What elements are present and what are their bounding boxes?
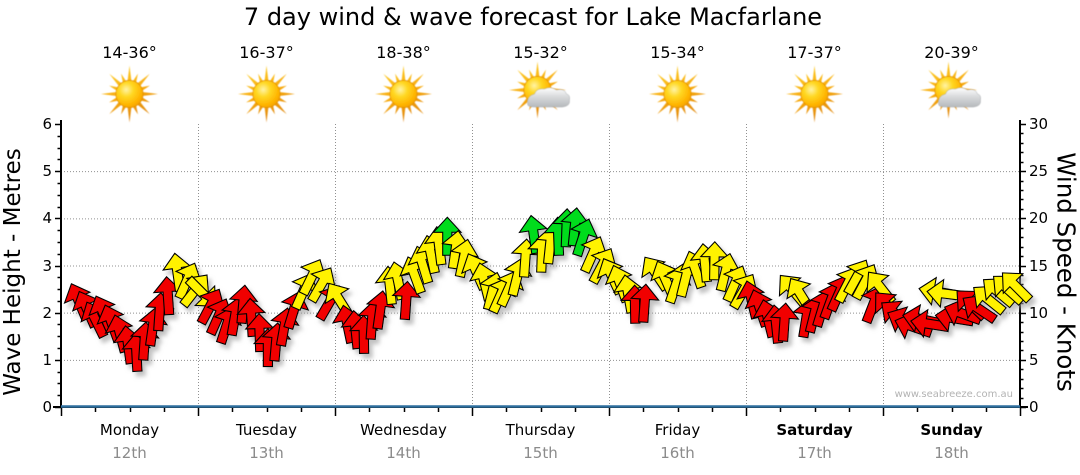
wind-arrow xyxy=(518,214,549,255)
wind-arrow xyxy=(769,302,800,342)
day-name: Monday xyxy=(99,421,160,439)
weather-icon-sunny xyxy=(649,66,706,123)
weather-icon-partly-cloudy xyxy=(920,62,981,119)
right-axis-tick-label: 30 xyxy=(1029,115,1049,133)
left-axis-tick-label: 4 xyxy=(42,209,52,228)
wind-arrow xyxy=(228,284,259,325)
day-name: Saturday xyxy=(776,421,853,439)
day-date: 16th xyxy=(660,444,695,462)
left-axis-tick-label: 5 xyxy=(42,162,52,181)
right-axis-title: Wind Speed - Knots xyxy=(1051,152,1080,392)
wind-arrow xyxy=(236,297,267,338)
axis-ticks xyxy=(55,123,1026,416)
weather-icon-sunny xyxy=(238,66,295,123)
day-date: 18th xyxy=(934,444,969,462)
temperature-range: 15-32° xyxy=(513,43,568,62)
right-axis-tick-label: 5 xyxy=(1029,350,1039,369)
right-axis-tick-label: 0 xyxy=(1029,398,1039,416)
wind-arrow xyxy=(1001,272,1034,304)
right-axis-tick-label: 15 xyxy=(1029,256,1049,275)
day-date: 14th xyxy=(386,444,421,462)
weather-icon-sunny xyxy=(375,66,432,123)
temperature-range: 15-34° xyxy=(650,43,705,62)
day-name: Sunday xyxy=(920,421,983,439)
left-axis-tick-label: 6 xyxy=(42,115,52,133)
day-date: 12th xyxy=(112,444,147,462)
weather-icon-partly-cloudy xyxy=(509,62,570,119)
left-axis-title: Wave Height - Metres xyxy=(0,148,26,396)
day-date: 13th xyxy=(249,444,284,462)
wind-arrows-layer xyxy=(63,207,1034,373)
wind-arrow xyxy=(569,218,599,258)
temperature-range: 20-39° xyxy=(924,43,979,62)
weather-icon-sunny xyxy=(786,66,843,123)
wind-arrow xyxy=(449,238,480,279)
right-axis-tick-label: 10 xyxy=(1029,303,1049,322)
right-axis-tick-label: 25 xyxy=(1029,162,1049,181)
wind-arrow xyxy=(629,283,660,324)
temperature-range: 18-38° xyxy=(376,43,431,62)
temperature-range: 17-37° xyxy=(787,43,842,62)
day-name: Tuesday xyxy=(235,421,298,439)
watermark: www.seabreeze.com.au xyxy=(894,389,1013,400)
temperature-range: 16-37° xyxy=(239,43,294,62)
weather-icon-sunny xyxy=(101,66,158,123)
left-axis-tick-label: 1 xyxy=(42,350,52,369)
left-axis-tick-label: 2 xyxy=(42,303,52,322)
right-axis-tick-label: 20 xyxy=(1029,209,1049,228)
wind-arrow xyxy=(391,280,422,321)
day-date: 17th xyxy=(797,444,832,462)
chart-title: 7 day wind & wave forecast for Lake Macf… xyxy=(243,3,823,31)
day-date: 15th xyxy=(523,444,558,462)
temperature-range: 14-36° xyxy=(102,43,157,62)
day-name: Thursday xyxy=(505,421,576,439)
left-axis-tick-label: 0 xyxy=(42,398,52,416)
left-axis-tick-label: 3 xyxy=(42,256,52,275)
day-name: Friday xyxy=(654,421,701,439)
day-name: Wednesday xyxy=(360,421,447,439)
